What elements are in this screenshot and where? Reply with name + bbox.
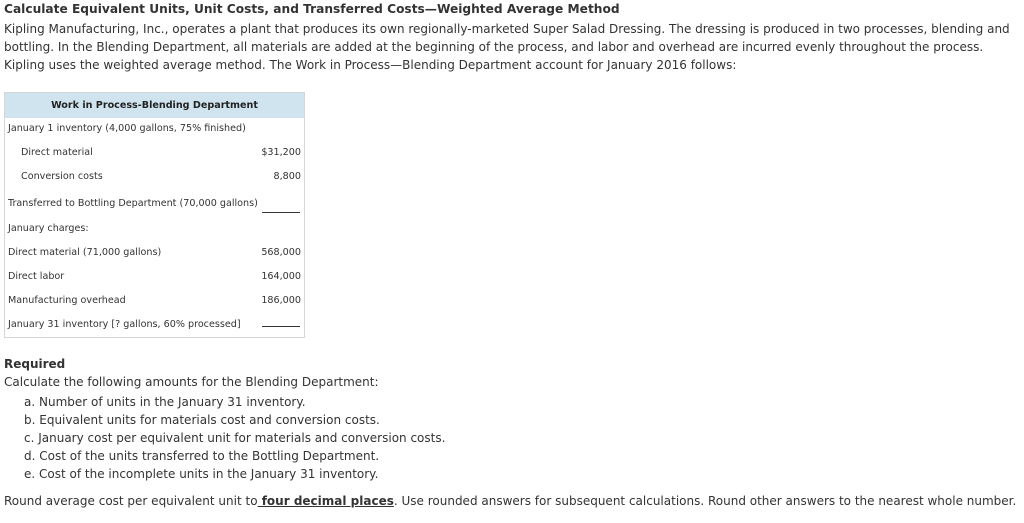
row-amount: $31,200 [261, 147, 301, 158]
subtotal-rule [262, 212, 300, 213]
required-list: a. Number of units in the January 31 inv… [24, 393, 445, 483]
list-item: a. Number of units in the January 31 inv… [24, 395, 306, 409]
row-label: Conversion costs [21, 171, 103, 182]
list-item: e. Cost of the incomplete units in the J… [24, 467, 379, 481]
row-label: January 31 inventory [? gallons, 60% pro… [8, 319, 241, 330]
row-amount: 186,000 [261, 295, 301, 306]
list-item: b. Equivalent units for materials cost a… [24, 413, 380, 427]
row-label: Manufacturing overhead [8, 295, 126, 306]
required-heading: Required [4, 357, 66, 371]
required-intro: Calculate the following amounts for the … [4, 375, 379, 389]
rounding-text-before: Round average cost per equivalent unit t… [4, 494, 258, 508]
table-header: Work in Process-Blending Department [5, 93, 304, 118]
row-amount: 568,000 [261, 247, 301, 258]
rounding-instructions: Round average cost per equivalent unit t… [4, 494, 1016, 508]
row-amount: 164,000 [261, 271, 301, 282]
row-label: January 1 inventory (4,000 gallons, 75% … [8, 123, 246, 134]
rounding-text-after: . Use rounded answers for subsequent cal… [393, 494, 1017, 508]
list-item: c. January cost per equivalent unit for … [24, 431, 446, 445]
total-rule [262, 326, 300, 327]
problem-intro: Kipling Manufacturing, Inc., operates a … [4, 22, 1010, 72]
rounding-emphasis: four decimal places [257, 494, 394, 508]
problem-title: Calculate Equivalent Units, Unit Costs, … [4, 2, 620, 16]
list-item: d. Cost of the units transferred to the … [24, 449, 380, 463]
wip-account-table: Work in Process-Blending Department Janu… [4, 92, 305, 338]
row-label: Direct labor [8, 271, 65, 282]
row-label: Transferred to Bottling Department (70,0… [8, 198, 258, 209]
row-label: January charges: [8, 223, 89, 234]
row-amount: 8,800 [273, 171, 301, 182]
row-label: Direct material [21, 147, 93, 158]
row-label: Direct material (71,000 gallons) [8, 247, 162, 258]
